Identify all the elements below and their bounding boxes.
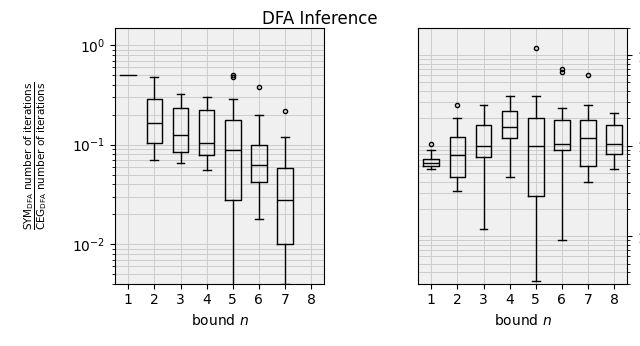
Text: $\dfrac{\mathrm{SYM_{DFA}\ number\ of\ iterations}}{\mathrm{CEG_{DFA}\ number\ o: $\dfrac{\mathrm{SYM_{DFA}\ number\ of\ i… [22, 81, 49, 230]
X-axis label: bound $n$: bound $n$ [191, 313, 249, 328]
X-axis label: bound $n$: bound $n$ [493, 313, 552, 328]
Text: DFA Inference: DFA Inference [262, 10, 378, 28]
